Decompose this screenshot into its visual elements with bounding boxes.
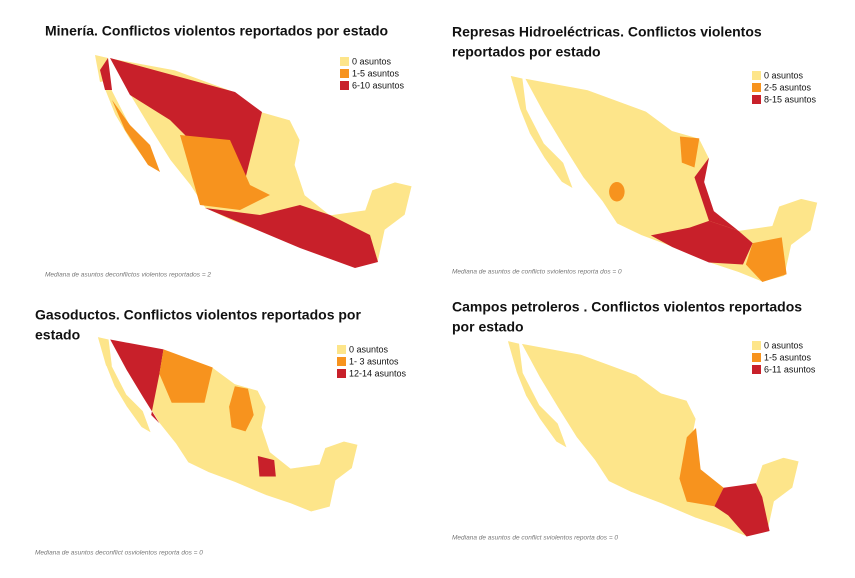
note: Mediana de asuntos deconflict osviolento… <box>35 550 203 557</box>
title: Minería. Conflictos violentos reportados… <box>45 23 388 39</box>
region <box>650 220 753 265</box>
legend-label: 6-10 asuntos <box>352 80 405 90</box>
legend-swatch <box>752 71 761 80</box>
region <box>100 58 112 90</box>
region <box>97 337 112 366</box>
legend-label: 0 asuntos <box>764 340 804 350</box>
region <box>679 136 700 168</box>
legend-label: 0 asuntos <box>352 56 392 66</box>
legend-swatch <box>752 365 761 374</box>
region <box>609 182 625 202</box>
legend-swatch <box>337 357 346 366</box>
region <box>112 100 160 172</box>
note: Mediana de asuntos de conflict sviolento… <box>452 535 618 542</box>
title: por estado <box>452 319 524 335</box>
panel: Gasoductos. Conflictos violentos reporta… <box>35 307 361 557</box>
legend-label: 0 asuntos <box>764 70 804 80</box>
map <box>97 336 359 513</box>
legend-label: 8-15 asuntos <box>764 94 817 104</box>
region <box>159 349 213 403</box>
legend-swatch <box>340 81 349 90</box>
legend-label: 6-11 asuntos <box>764 364 816 374</box>
legend-swatch <box>752 95 761 104</box>
legend-swatch <box>340 57 349 66</box>
note: Mediana de asuntos de conflicto sviolent… <box>452 269 622 276</box>
legend-swatch <box>752 341 761 350</box>
title: estado <box>35 327 80 343</box>
legend-label: 0 asuntos <box>349 344 389 354</box>
legend-swatch <box>752 353 761 362</box>
title: reportados por estado <box>452 44 601 60</box>
panel: Minería. Conflictos violentos reportados… <box>45 23 388 279</box>
title: Campos petroleros . Conflictos violentos… <box>452 299 802 315</box>
map <box>509 74 819 283</box>
legends: 0 asuntos 1-5 asuntos 6-10 asuntos 0 asunto… <box>337 56 817 378</box>
legend-label: 12-14 asuntos <box>349 368 407 378</box>
legend-swatch <box>337 345 346 354</box>
legend-label: 1-5 asuntos <box>764 352 812 362</box>
region <box>257 456 276 477</box>
note: Mediana de asuntos deconflictos violento… <box>45 272 211 279</box>
region <box>229 386 254 432</box>
title: Represas Hidroeléctricas. Conflictos vio… <box>452 24 762 40</box>
legend-label: 2-5 asuntos <box>764 82 812 92</box>
map <box>506 340 800 538</box>
region <box>679 428 724 507</box>
panel: Campos petroleros . Conflictos violentos… <box>452 299 802 542</box>
legend-swatch <box>752 83 761 92</box>
region <box>745 237 787 282</box>
legend-swatch <box>337 369 346 378</box>
region <box>205 205 378 268</box>
region <box>714 483 770 537</box>
region <box>180 135 270 210</box>
legend-swatch <box>340 69 349 78</box>
panel: Represas Hidroeléctricas. Conflictos vio… <box>452 24 762 276</box>
map <box>94 54 413 269</box>
region <box>110 339 164 424</box>
title: Gasoductos. Conflictos violentos reporta… <box>35 307 361 323</box>
legend-label: 1-5 asuntos <box>352 68 400 78</box>
legend-label: 1- 3 asuntos <box>349 356 399 366</box>
